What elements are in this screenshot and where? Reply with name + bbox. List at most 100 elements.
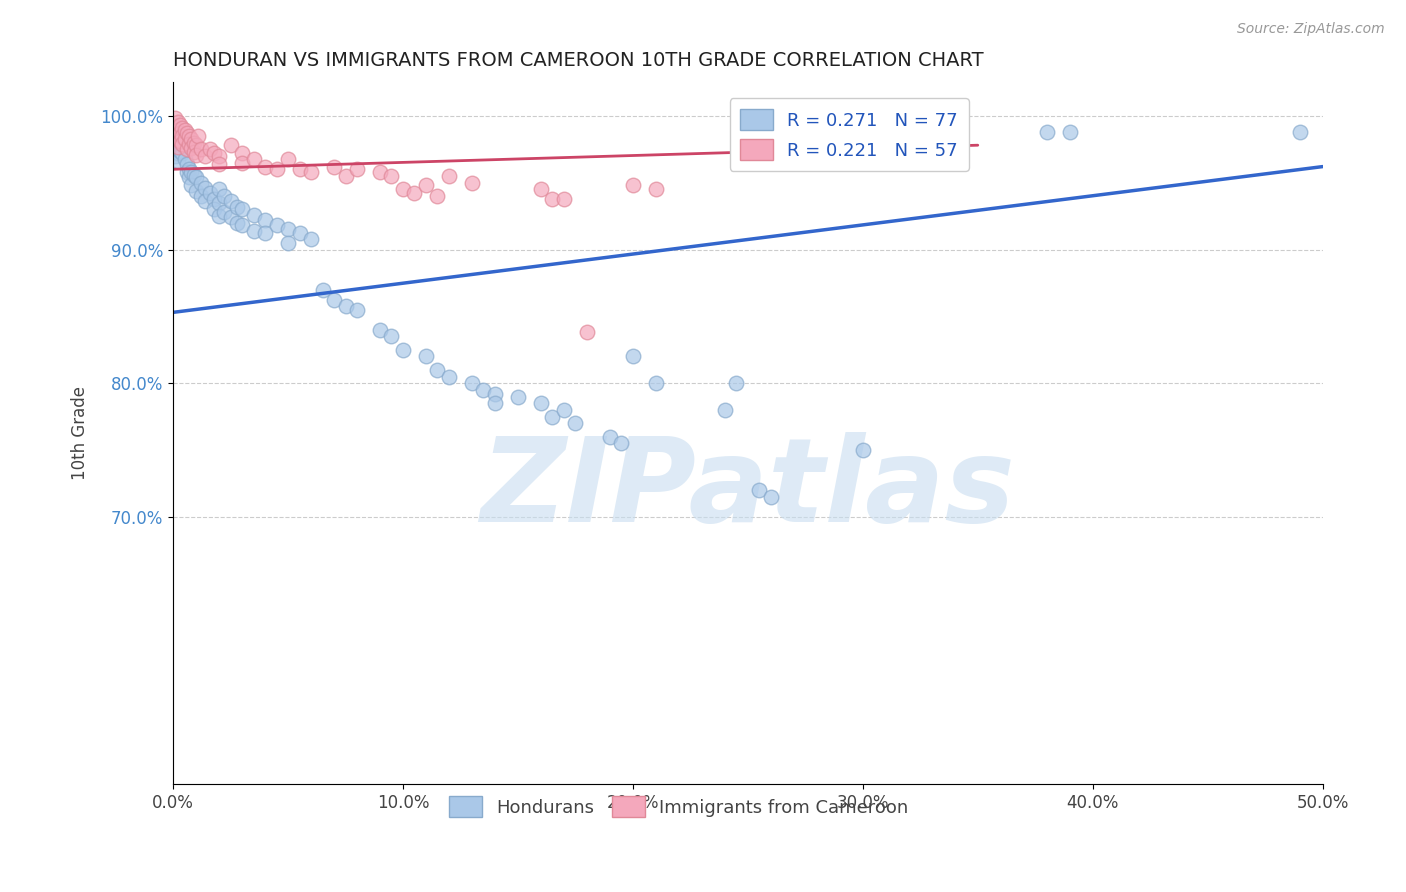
Point bbox=[183, 168, 205, 182]
Point bbox=[1288, 125, 1310, 139]
Point bbox=[380, 169, 402, 183]
Point bbox=[644, 376, 666, 391]
Point bbox=[266, 162, 288, 177]
Point bbox=[288, 162, 311, 177]
Point bbox=[176, 157, 198, 171]
Point bbox=[165, 141, 187, 155]
Point bbox=[335, 299, 357, 313]
Point bbox=[169, 144, 191, 158]
Point bbox=[172, 128, 194, 143]
Point bbox=[725, 376, 748, 391]
Text: Source: ZipAtlas.com: Source: ZipAtlas.com bbox=[1237, 22, 1385, 37]
Point bbox=[541, 409, 564, 424]
Point bbox=[198, 186, 221, 201]
Point bbox=[610, 436, 633, 450]
Point bbox=[461, 376, 484, 391]
Point bbox=[165, 125, 187, 139]
Point bbox=[426, 363, 449, 377]
Point bbox=[311, 283, 333, 297]
Y-axis label: 10th Grade: 10th Grade bbox=[72, 386, 89, 481]
Point bbox=[346, 162, 368, 177]
Point bbox=[277, 152, 299, 166]
Point bbox=[180, 165, 202, 179]
Text: ZIPatlas: ZIPatlas bbox=[481, 432, 1015, 547]
Point bbox=[179, 170, 201, 185]
Point bbox=[553, 192, 575, 206]
Point bbox=[415, 350, 437, 364]
Point bbox=[437, 369, 460, 384]
Point bbox=[165, 133, 187, 147]
Point bbox=[173, 152, 195, 166]
Point bbox=[231, 155, 253, 169]
Point bbox=[621, 178, 644, 193]
Point bbox=[176, 142, 198, 156]
Point bbox=[166, 139, 188, 153]
Point bbox=[169, 136, 191, 150]
Point bbox=[165, 112, 187, 126]
Point bbox=[180, 131, 202, 145]
Point bbox=[335, 169, 357, 183]
Point bbox=[165, 149, 187, 163]
Point bbox=[208, 149, 231, 163]
Point bbox=[1059, 125, 1081, 139]
Point bbox=[714, 403, 737, 417]
Point bbox=[553, 403, 575, 417]
Point bbox=[242, 224, 264, 238]
Point bbox=[184, 138, 207, 153]
Point bbox=[165, 128, 187, 142]
Point bbox=[404, 186, 426, 201]
Point bbox=[208, 182, 231, 196]
Point bbox=[368, 323, 391, 337]
Point bbox=[172, 146, 194, 161]
Point bbox=[426, 189, 449, 203]
Point bbox=[194, 149, 217, 163]
Point bbox=[644, 182, 666, 196]
Point bbox=[183, 136, 205, 150]
Point bbox=[208, 209, 231, 223]
Point bbox=[231, 202, 253, 217]
Point bbox=[415, 178, 437, 193]
Point bbox=[323, 293, 346, 308]
Point bbox=[208, 195, 231, 210]
Point bbox=[169, 118, 191, 132]
Point bbox=[176, 165, 198, 179]
Point bbox=[219, 138, 242, 153]
Point bbox=[599, 430, 621, 444]
Point bbox=[392, 343, 415, 357]
Point bbox=[530, 182, 553, 196]
Point bbox=[204, 146, 226, 161]
Point bbox=[172, 120, 194, 135]
Point bbox=[231, 146, 253, 161]
Point bbox=[172, 138, 194, 153]
Point bbox=[184, 184, 207, 198]
Point bbox=[212, 189, 235, 203]
Point bbox=[198, 142, 221, 156]
Point bbox=[176, 126, 198, 140]
Point bbox=[226, 200, 249, 214]
Point bbox=[226, 216, 249, 230]
Point bbox=[254, 213, 277, 227]
Point bbox=[852, 443, 875, 458]
Point bbox=[169, 126, 191, 140]
Point bbox=[219, 211, 242, 225]
Point bbox=[179, 136, 201, 151]
Point bbox=[204, 192, 226, 206]
Point bbox=[541, 192, 564, 206]
Point bbox=[179, 128, 201, 143]
Point bbox=[173, 131, 195, 145]
Point bbox=[166, 131, 188, 145]
Point bbox=[194, 194, 217, 209]
Point bbox=[266, 219, 288, 233]
Point bbox=[472, 383, 495, 397]
Point bbox=[484, 387, 506, 401]
Point bbox=[231, 219, 253, 233]
Point bbox=[380, 329, 402, 343]
Point bbox=[184, 147, 207, 161]
Point bbox=[183, 145, 205, 159]
Point bbox=[190, 176, 212, 190]
Point bbox=[165, 120, 187, 134]
Point bbox=[564, 417, 586, 431]
Point bbox=[172, 136, 194, 151]
Point bbox=[184, 170, 207, 185]
Point bbox=[759, 490, 782, 504]
